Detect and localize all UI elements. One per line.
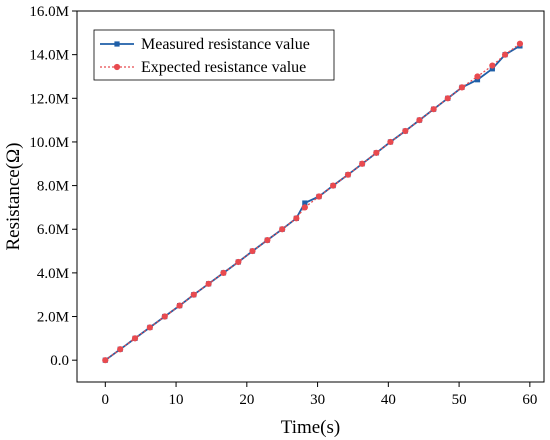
y-tick-label: 4.0M — [37, 266, 69, 282]
legend: Measured resistance value Expected resist… — [93, 29, 335, 81]
x-tick-label: 20 — [239, 392, 254, 408]
x-tick-label: 0 — [102, 392, 110, 408]
data-point — [344, 171, 352, 178]
data-point — [430, 106, 437, 113]
y-tick-label: 12.0M — [29, 91, 69, 107]
data-point — [302, 200, 308, 206]
y-tick-label: 10.0M — [29, 135, 69, 151]
data-point — [373, 149, 380, 156]
data-point — [402, 127, 409, 135]
x-tick-label: 10 — [169, 392, 184, 408]
y-tick-label: 16.0M — [29, 4, 69, 20]
data-point — [264, 237, 271, 244]
y-tick-label: 14.0M — [29, 48, 69, 64]
legend-label: Expected resistance value — [141, 59, 306, 76]
data-point — [235, 258, 242, 266]
data-point — [176, 302, 183, 309]
data-point — [330, 182, 337, 189]
series-line — [104, 45, 521, 361]
data-point — [489, 66, 495, 72]
data-point — [516, 40, 524, 47]
data-point — [301, 204, 308, 211]
data-point — [458, 84, 466, 91]
x-axis-label: Time(s) — [281, 417, 340, 438]
y-tick-label: 6.0M — [37, 222, 69, 238]
x-tick-label: 60 — [522, 392, 537, 408]
data-point — [146, 324, 153, 331]
data-point — [293, 215, 300, 222]
data-point — [161, 313, 168, 320]
legend-box — [93, 29, 335, 81]
legend-label: Measured resistance value — [141, 36, 310, 53]
y-axis-label: Resistance(Ω) — [3, 142, 24, 250]
x-tick-label: 40 — [381, 392, 396, 408]
series-2 — [102, 40, 524, 364]
data-point — [102, 357, 109, 364]
data-point — [359, 160, 366, 167]
data-point — [444, 95, 451, 102]
data-point — [315, 193, 323, 200]
data-point — [279, 226, 286, 233]
y-tick-label: 2.0M — [37, 310, 69, 326]
data-point — [474, 77, 481, 83]
x-tick-label: 50 — [452, 392, 467, 408]
data-point — [489, 62, 496, 69]
x-tick-label: 30 — [310, 392, 325, 408]
data-point — [416, 117, 423, 124]
y-tick-label: 0.0 — [50, 353, 69, 369]
data-point — [387, 138, 394, 146]
data-point — [249, 247, 256, 255]
legend-swatch-marker — [113, 63, 121, 71]
data-point — [131, 335, 139, 342]
data-point — [220, 269, 227, 276]
data-point — [190, 291, 197, 298]
plot-area-frame — [76, 10, 545, 383]
y-tick-label: 8.0M — [37, 179, 69, 195]
data-point — [474, 73, 481, 80]
data-point — [501, 51, 509, 58]
data-point — [205, 280, 212, 287]
data-point — [117, 346, 124, 353]
legend-swatch-marker — [114, 41, 120, 47]
